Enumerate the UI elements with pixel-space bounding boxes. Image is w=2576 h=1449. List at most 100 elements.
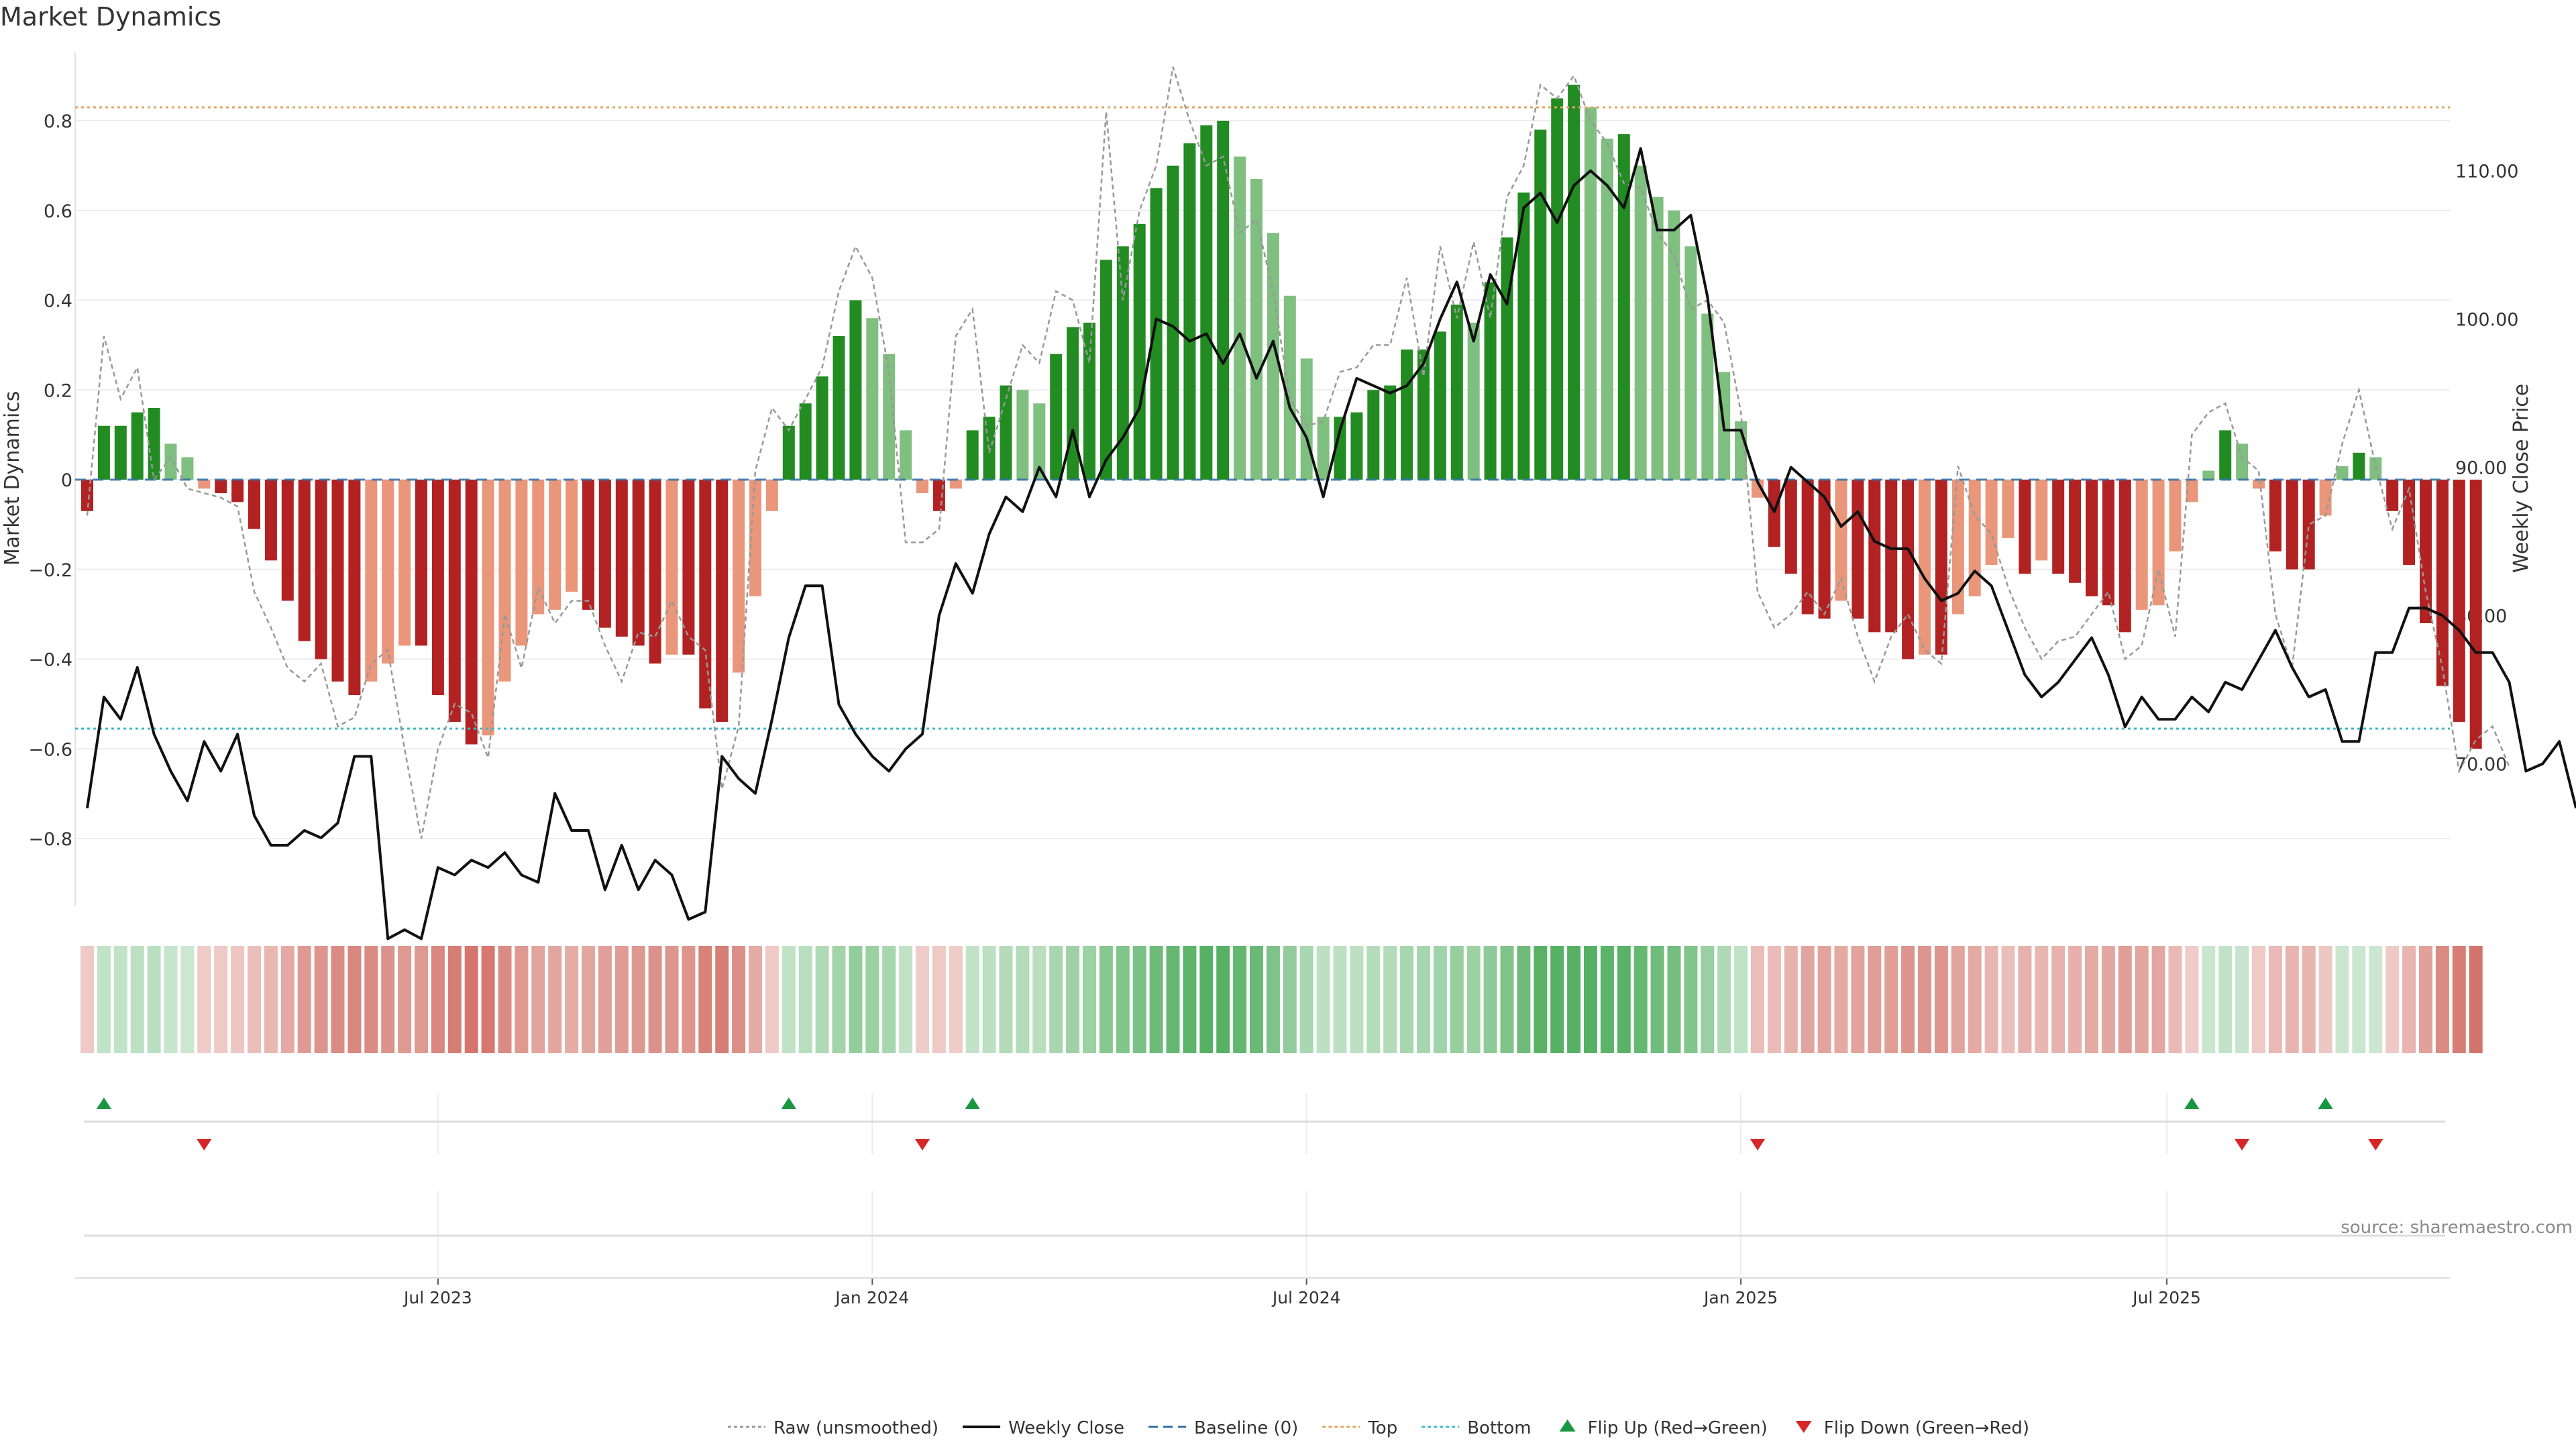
- legend: Raw (unsmoothed) Weekly Close Baseline (0)…: [728, 1418, 2029, 1438]
- intensity-cell: [2335, 946, 2349, 1053]
- intensity-cell: [481, 946, 495, 1053]
- intensity-cell: [164, 946, 178, 1053]
- intensity-cell: [565, 946, 579, 1053]
- intensity-cell: [1316, 946, 1330, 1053]
- bar: [231, 480, 244, 502]
- flip-up-marker: [2184, 1097, 2200, 1109]
- intensity-cell: [999, 946, 1013, 1053]
- legend-flip-down-icon: [1795, 1421, 1812, 1433]
- bar: [1150, 188, 1163, 480]
- bar: [549, 480, 561, 610]
- intensity-cell: [2135, 946, 2149, 1053]
- bar: [782, 425, 795, 480]
- bar: [1818, 480, 1831, 619]
- bar: [1033, 403, 1046, 480]
- bar: [1534, 129, 1547, 480]
- intensity-cell: [2151, 946, 2165, 1053]
- intensity-cell: [130, 946, 144, 1053]
- intensity-cell: [749, 946, 762, 1053]
- bar: [866, 318, 879, 480]
- intensity-cell: [1784, 946, 1798, 1053]
- flip-up-marker: [96, 1097, 111, 1109]
- bar: [81, 480, 93, 511]
- y2-tick-label: 110.00: [2455, 162, 2518, 182]
- intensity-cell: [2385, 946, 2400, 1053]
- flip-down-marker: [915, 1139, 930, 1150]
- bar: [448, 480, 461, 722]
- bar: [2118, 480, 2131, 633]
- flip-panel: [84, 1097, 2445, 1237]
- bar: [131, 412, 144, 480]
- bar: [2169, 480, 2182, 551]
- intensity-cell: [1868, 946, 1882, 1053]
- bar: [1083, 322, 1095, 480]
- intensity-cell: [2185, 946, 2199, 1053]
- intensity-cell: [347, 946, 362, 1053]
- bar: [1801, 480, 1814, 614]
- bar: [1250, 178, 1263, 480]
- legend-label: Baseline (0): [1194, 1418, 1298, 1438]
- bar: [1684, 246, 1697, 480]
- y2-tick-label: 70.00: [2455, 755, 2507, 775]
- bar: [1133, 223, 1146, 480]
- y2-tick-label: 100.00: [2455, 310, 2518, 331]
- bar: [2002, 480, 2015, 538]
- intensity-cell: [1517, 946, 1531, 1053]
- bar: [749, 480, 761, 596]
- bar: [883, 354, 896, 480]
- bar: [2269, 480, 2282, 551]
- bar: [2286, 480, 2298, 570]
- bar: [949, 480, 962, 489]
- intensity-cell: [1366, 946, 1381, 1053]
- intensity-cell: [882, 946, 896, 1053]
- bar: [1851, 480, 1864, 619]
- intensity-cell: [214, 946, 228, 1053]
- bar: [97, 425, 110, 480]
- x-tick-label: Jan 2025: [1703, 1288, 1778, 1307]
- intensity-cell: [1333, 946, 1347, 1053]
- bar: [1902, 480, 1915, 659]
- legend-flip-up-icon: [1559, 1419, 1576, 1432]
- x-axis: Jul 2023 Jan 2024 Jul 2024 Jan 2025 Jul 2025: [75, 1093, 2450, 1307]
- intensity-cell: [1951, 946, 1965, 1053]
- legend-item: Bottom: [1421, 1418, 1532, 1438]
- intensity-cell: [531, 946, 545, 1053]
- intensity-cell: [1032, 946, 1046, 1053]
- bar: [2202, 470, 2215, 480]
- legend-label: Flip Down (Green→Red): [1824, 1418, 2029, 1438]
- intensity-cell: [1417, 946, 1430, 1053]
- y-tick-label: −0.4: [28, 650, 72, 671]
- bar: [281, 480, 294, 601]
- intensity-cell: [815, 946, 829, 1053]
- bar: [248, 480, 260, 529]
- intensity-cell: [1083, 946, 1096, 1053]
- intensity-cell: [1149, 946, 1163, 1053]
- intensity-cell: [1684, 946, 1698, 1053]
- intensity-cell: [1817, 946, 1831, 1053]
- intensity-cell: [682, 946, 696, 1053]
- bar: [1099, 260, 1112, 480]
- y-tick-label: 0: [61, 470, 72, 491]
- intensity-cell: [1283, 946, 1297, 1053]
- intensity-cell: [1049, 946, 1063, 1053]
- intensity-cell: [498, 946, 512, 1053]
- intensity-cell: [665, 946, 679, 1053]
- intensity-cell: [515, 946, 529, 1053]
- intensity-cell: [1199, 946, 1214, 1053]
- bar: [1367, 390, 1380, 480]
- bar: [900, 430, 912, 480]
- intensity-cell: [548, 946, 562, 1053]
- bar: [2436, 480, 2449, 686]
- bar: [2152, 480, 2165, 606]
- bar: [1067, 327, 1079, 480]
- bar: [1317, 417, 1330, 480]
- bar: [2386, 480, 2399, 511]
- y-tick-label: −0.8: [28, 829, 72, 850]
- intensity-cell: [1183, 946, 1197, 1053]
- flip-up-marker: [2318, 1097, 2333, 1109]
- intensity-cell: [2318, 946, 2332, 1053]
- intensity-cell: [197, 946, 211, 1053]
- bar: [2302, 480, 2315, 570]
- y-tick-label: 0.2: [44, 380, 72, 401]
